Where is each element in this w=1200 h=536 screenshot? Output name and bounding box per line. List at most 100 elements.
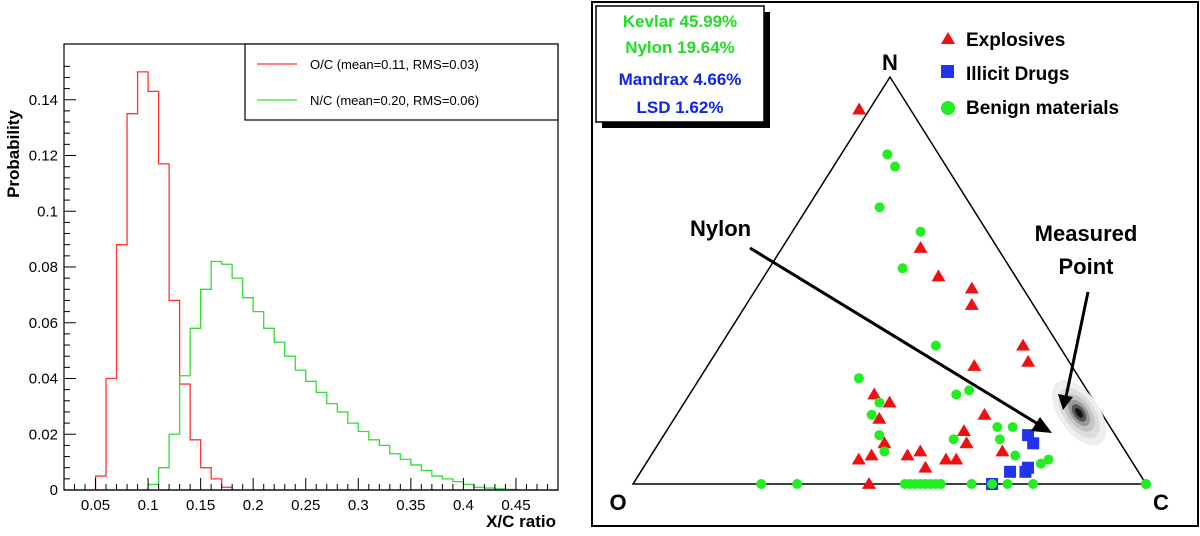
explosive-marker <box>852 102 867 115</box>
vertex-label-o: O <box>609 490 626 515</box>
measured-point-cloud-band <box>1075 408 1084 418</box>
hist-y-tick-label: 0.04 <box>29 371 58 388</box>
benign-marker <box>964 385 975 396</box>
explosive-marker <box>872 411 887 424</box>
benign-marker <box>1035 458 1046 469</box>
explosive-marker <box>867 387 882 400</box>
benign-marker <box>1007 422 1018 433</box>
xc-ratio-histogram: 0.05 0.1 0.15 0.2 0.25 0.3 0.35 0.4 0.45 0 0.02 0.0… <box>4 43 559 531</box>
legend-illicit-drugs: Illicit Drugs <box>966 64 1069 85</box>
hist-x-tick-label: 0.25 <box>291 497 320 514</box>
explosive-marker <box>913 444 928 457</box>
legend-benign: Benign materials <box>966 98 1119 119</box>
benign-marker <box>879 446 890 457</box>
benign-marker <box>948 434 959 445</box>
explosive-marker <box>1016 338 1031 351</box>
benign-marker <box>920 479 931 489</box>
explosive-marker <box>918 460 933 473</box>
annotation-point: Point <box>1059 254 1115 279</box>
annotation-measured: Measured <box>1035 221 1138 246</box>
legend-triangle-icon <box>941 32 955 44</box>
arrow-nylon-head <box>1031 417 1052 433</box>
vertex-label-c: C <box>1153 490 1169 515</box>
benign-marker <box>882 149 893 160</box>
hist-legend: O/C (mean=0.11, RMS=0.03) N/C (mean=0.20… <box>244 43 559 121</box>
hist-x-axis-title: X/C ratio <box>486 512 556 531</box>
benign-marker <box>1010 450 1021 461</box>
hist-y-axis-title: Probability <box>4 110 23 198</box>
legend-explosives: Explosives <box>966 30 1065 51</box>
benign-marker <box>866 409 877 420</box>
explosive-marker <box>949 452 964 465</box>
hist-y-tick-label: 0.02 <box>29 426 58 443</box>
hist-series-layer <box>94 71 517 491</box>
hist-x-tick-label: 0.2 <box>243 497 264 514</box>
benign-marker <box>951 389 962 400</box>
legend-circle-icon <box>941 101 955 115</box>
explosive-marker <box>967 358 982 371</box>
explosive-marker <box>956 424 971 436</box>
explosive-marker <box>964 281 979 294</box>
explosive-marker <box>864 448 879 461</box>
hist-legend-label-oc: O/C (mean=0.11, RMS=0.03) <box>310 57 479 72</box>
match-box-bg <box>595 5 765 123</box>
hist-y-tick-label: 0.06 <box>29 315 58 332</box>
benign-marker <box>756 479 767 489</box>
hist-x-tick-label: 0.3 <box>348 497 369 514</box>
hist-x-tick-label: 0.45 <box>501 497 530 514</box>
benign-marker <box>874 202 885 213</box>
hist-series-nc <box>147 260 517 491</box>
hist-y-tick-label: 0.12 <box>29 148 58 165</box>
hist-series-oc <box>94 71 233 490</box>
benign-marker <box>1043 454 1054 465</box>
illicit-drug-marker <box>1019 465 1032 478</box>
ternary-legend: Explosives Illicit Drugs Benign material… <box>941 30 1119 119</box>
match-nylon: Nylon 19.64% <box>625 38 735 57</box>
hist-y-tick-label: 0.14 <box>29 92 58 109</box>
explosive-marker <box>900 448 915 461</box>
benign-marker <box>1141 479 1151 489</box>
hist-y-tick-label: 0.08 <box>29 259 58 276</box>
benign-marker <box>897 263 908 274</box>
ternary-points-layer <box>756 102 1151 490</box>
benign-marker <box>874 397 885 408</box>
illicit-drug-marker <box>1022 429 1035 442</box>
explosive-marker <box>959 436 974 449</box>
legend-square-icon <box>941 65 954 78</box>
match-kevlar: Kevlar 45.99% <box>623 12 737 31</box>
arrow-measured-line <box>1064 291 1090 398</box>
illicit-drug-marker <box>1004 465 1017 478</box>
explosive-marker <box>1021 354 1036 367</box>
explosive-marker <box>931 269 946 282</box>
benign-marker <box>853 373 864 384</box>
hist-x-tick-label: 0.35 <box>396 497 425 514</box>
hist-axes: 0.05 0.1 0.15 0.2 0.25 0.3 0.35 0.4 0.45 0 0.02 0.0… <box>29 65 558 514</box>
benign-marker <box>915 226 926 237</box>
annotation-nylon: Nylon <box>690 216 751 241</box>
hist-x-tick-label: 0.4 <box>453 497 474 514</box>
explosive-marker <box>964 297 979 310</box>
benign-marker <box>1002 479 1013 489</box>
explosive-marker <box>977 407 992 420</box>
arrow-nylon-line <box>749 246 1039 426</box>
explosive-marker <box>882 395 897 408</box>
benign-marker <box>930 340 941 351</box>
benign-marker <box>792 479 803 489</box>
match-results-box: Kevlar 45.99% Nylon 19.64% Mandrax 4.66%… <box>595 5 770 128</box>
ternary-composition-plot: N O C Kevlar 45.99% Nylon 19.64% Mandrax… <box>591 1 1199 527</box>
explosive-marker <box>938 452 953 465</box>
hist-x-tick-label: 0.05 <box>81 497 110 514</box>
benign-marker <box>935 479 946 489</box>
benign-marker <box>890 161 901 172</box>
match-mandrax: Mandrax 4.66% <box>619 70 742 89</box>
benign-marker <box>966 479 977 489</box>
benign-marker <box>874 430 885 441</box>
match-lsd: LSD 1.62% <box>637 98 724 117</box>
vertex-label-n: N <box>882 50 898 75</box>
hist-x-tick-label: 0.15 <box>186 497 215 514</box>
benign-marker <box>1028 479 1039 489</box>
hist-y-tick-label: 0 <box>50 482 58 499</box>
arrow-measured-head <box>1058 394 1073 410</box>
benign-marker <box>994 434 1005 445</box>
benign-marker <box>992 422 1003 433</box>
